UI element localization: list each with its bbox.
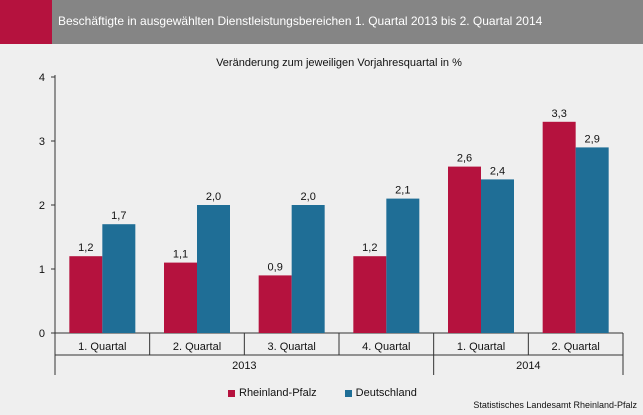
bar-rheinland-pfalz-0 (69, 256, 103, 333)
bar-rheinland-pfalz-5 (542, 121, 576, 333)
x-category-label-3: 4. Quartal (362, 341, 410, 353)
y-tick-label-1: 1 (39, 264, 45, 276)
legend-label-rheinland-pfalz: Rheinland-Pfalz (239, 387, 317, 399)
data-label-deutschland-5: 2,9 (585, 133, 600, 145)
data-label-rheinland-pfalz-4: 2,6 (457, 153, 472, 165)
data-label-rheinland-pfalz-2: 0,9 (268, 261, 283, 273)
bar-rheinland-pfalz-4 (448, 166, 481, 333)
header-bar (0, 0, 643, 44)
legend-item-deutschland: Deutschland (344, 387, 417, 399)
x-category-label-4: 1. Quartal (457, 341, 505, 353)
data-label-deutschland-4: 2,4 (490, 165, 505, 177)
bar-deutschland-2 (291, 205, 325, 333)
y-tick-label-4: 4 (39, 72, 45, 84)
data-label-deutschland-0: 1,7 (111, 210, 126, 222)
legend-item-rheinland-pfalz: Rheinland-Pfalz (228, 387, 317, 399)
y-tick-label-0: 0 (39, 328, 45, 340)
bar-rheinland-pfalz-1 (164, 262, 197, 333)
legend: Rheinland-Pfalz Deutschland (228, 387, 445, 399)
data-label-rheinland-pfalz-5: 3,3 (552, 108, 567, 120)
data-label-deutschland-3: 2,1 (395, 185, 410, 197)
bar-deutschland-0 (102, 224, 136, 333)
y-tick-label-3: 3 (39, 136, 45, 148)
data-label-deutschland-2: 2,0 (301, 191, 316, 203)
legend-swatch-rheinland-pfalz (228, 389, 235, 397)
data-label-deutschland-1: 2,0 (206, 191, 221, 203)
legend-label-deutschland: Deutschland (355, 387, 417, 399)
data-label-rheinland-pfalz-1: 1,1 (173, 249, 188, 261)
x-group-label-0: 2013 (232, 360, 256, 372)
x-category-label-5: 2. Quartal (552, 341, 600, 353)
y-tick-label-2: 2 (39, 200, 45, 212)
x-group-label-1: 2014 (516, 360, 540, 372)
source-note: Statistisches Landesamt Rheinland-Pfalz (473, 400, 637, 410)
x-category-label-1: 2. Quartal (173, 341, 221, 353)
chart-subtitle: Veränderung zum jeweiligen Vorjahresquar… (216, 57, 462, 69)
chart-title: Beschäftigte in ausgewählten Dienstleist… (58, 14, 543, 28)
bar-rheinland-pfalz-2 (258, 275, 292, 333)
data-label-rheinland-pfalz-0: 1,2 (78, 242, 93, 254)
x-category-label-2: 3. Quartal (268, 341, 316, 353)
bar-deutschland-3 (386, 198, 420, 333)
header-accent-block (0, 0, 52, 44)
bar-deutschland-5 (575, 147, 609, 333)
x-category-label-0: 1. Quartal (78, 341, 126, 353)
data-label-rheinland-pfalz-3: 1,2 (362, 242, 377, 254)
bar-deutschland-1 (197, 205, 230, 333)
bar-rheinland-pfalz-3 (353, 256, 387, 333)
bar-deutschland-4 (481, 179, 514, 333)
legend-swatch-deutschland (344, 389, 352, 397)
